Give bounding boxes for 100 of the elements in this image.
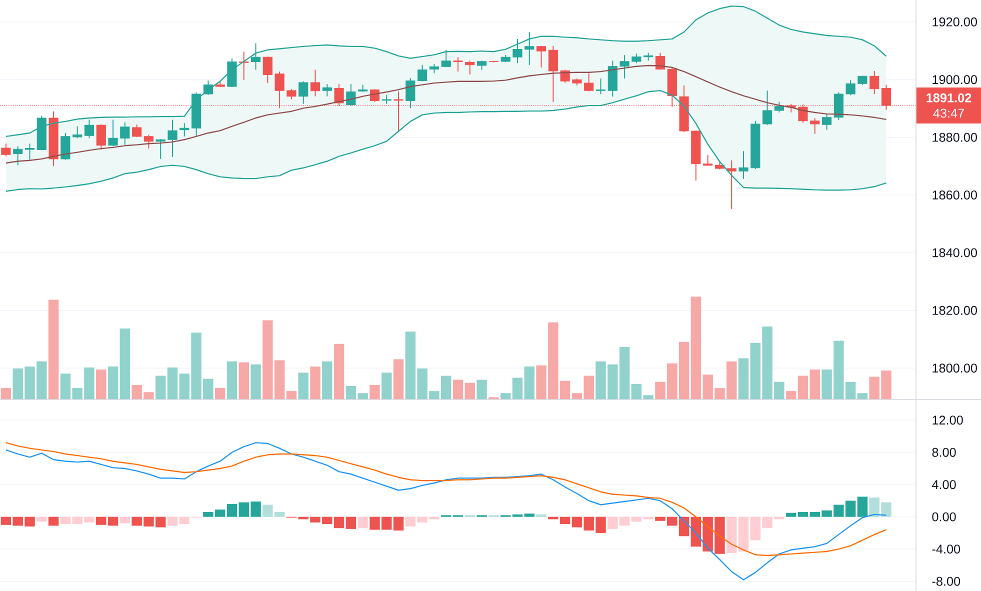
candlestick xyxy=(774,101,784,113)
candlestick xyxy=(144,134,154,150)
candlestick xyxy=(429,64,439,74)
bar xyxy=(36,516,47,522)
bar xyxy=(393,516,404,531)
bar xyxy=(238,362,249,400)
bar xyxy=(500,393,511,400)
bar xyxy=(48,516,59,526)
y-tick-label: 1900.00 xyxy=(932,75,977,84)
y-tick-label: 1860.00 xyxy=(932,190,977,200)
candlestick xyxy=(453,56,463,72)
bar xyxy=(370,384,380,400)
candlestick xyxy=(632,53,642,64)
bar xyxy=(524,514,534,517)
bar xyxy=(524,366,534,400)
candlestick xyxy=(24,143,35,160)
bar xyxy=(476,380,487,400)
y-tick-label: 1820.00 xyxy=(932,306,977,315)
candlestick xyxy=(418,64,428,82)
bar xyxy=(108,366,118,400)
y-tick-label: -4.00 xyxy=(932,544,960,554)
candlestick xyxy=(72,126,82,139)
bar xyxy=(857,393,868,400)
candlestick xyxy=(310,69,320,97)
y-tick-label: 1800.00 xyxy=(932,364,977,373)
bar xyxy=(167,367,178,400)
candlestick xyxy=(738,150,748,180)
bar xyxy=(334,344,344,400)
bar xyxy=(155,376,166,400)
bar xyxy=(96,516,106,525)
bar xyxy=(226,361,238,400)
bar xyxy=(48,300,59,400)
bar xyxy=(214,388,226,400)
candlestick xyxy=(406,78,416,109)
bar xyxy=(678,342,690,400)
bar xyxy=(346,516,356,529)
candlestick xyxy=(477,60,487,70)
bar xyxy=(0,388,12,400)
candlestick xyxy=(512,38,522,64)
candlestick xyxy=(96,124,106,150)
bar xyxy=(286,391,297,400)
bar xyxy=(108,516,118,526)
candlestick xyxy=(870,70,880,95)
y-tick-label: 1920.00 xyxy=(932,17,977,26)
candlestick xyxy=(346,83,356,106)
ref-line-label: 1891.02 xyxy=(926,93,972,102)
candlestick xyxy=(846,80,856,96)
candlestick xyxy=(60,132,70,160)
bar xyxy=(120,516,130,524)
bar xyxy=(786,512,796,517)
bar xyxy=(738,516,749,552)
bar xyxy=(786,391,796,400)
bar xyxy=(726,516,737,554)
bar xyxy=(536,514,546,517)
candlestick xyxy=(168,119,178,158)
candlestick xyxy=(620,54,630,79)
candlestick xyxy=(322,83,332,97)
bar xyxy=(738,358,749,400)
bar xyxy=(393,359,404,400)
candlestick xyxy=(834,92,844,121)
candlestick xyxy=(1,143,11,157)
text: 43:47 xyxy=(933,108,964,118)
bar xyxy=(464,382,476,400)
candlestick xyxy=(465,60,475,75)
candlestick xyxy=(120,122,130,146)
bar xyxy=(452,380,464,400)
bar xyxy=(857,496,868,517)
candlestick xyxy=(822,113,832,130)
bar xyxy=(310,366,320,400)
candlestick xyxy=(536,45,546,68)
candlestick xyxy=(262,56,272,84)
candlestick xyxy=(548,45,558,102)
bar xyxy=(96,370,106,400)
bar xyxy=(512,514,523,517)
y-tick-label: 1840.00 xyxy=(932,248,977,258)
candlestick xyxy=(13,146,23,166)
line-series xyxy=(5,90,887,192)
bar xyxy=(120,328,130,400)
bar xyxy=(226,504,238,517)
y-tick-label: 4.00 xyxy=(932,480,956,490)
candlestick xyxy=(286,88,296,100)
bar xyxy=(250,364,261,400)
candlestick xyxy=(524,32,534,66)
candlestick xyxy=(584,72,594,92)
y-tick-label: 8.00 xyxy=(932,448,956,457)
candlestick xyxy=(441,49,451,68)
bar xyxy=(810,370,820,400)
candlestick xyxy=(810,118,820,134)
candlestick xyxy=(596,78,606,95)
candlestick xyxy=(726,160,736,210)
y-tick-label: -8.00 xyxy=(932,576,960,586)
bar xyxy=(512,378,523,400)
y-tick-label: 12.00 xyxy=(932,416,963,425)
bar xyxy=(298,372,308,400)
bar xyxy=(322,361,332,400)
candlestick xyxy=(762,90,772,126)
bar xyxy=(358,516,368,528)
bar xyxy=(798,376,808,400)
bar xyxy=(382,372,392,400)
bar xyxy=(798,512,808,517)
